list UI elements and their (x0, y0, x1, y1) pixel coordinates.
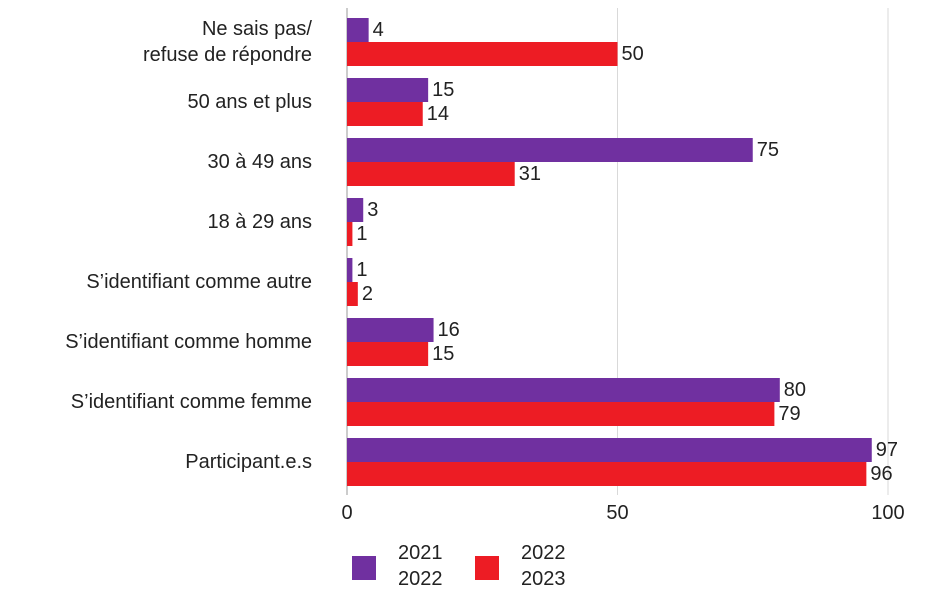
value-label: 1 (356, 223, 368, 245)
bar (347, 222, 353, 246)
x-tick-label: 100 (871, 502, 905, 524)
bar (347, 162, 515, 186)
category-label: S’identifiant comme autre (86, 271, 312, 293)
value-label: 96 (870, 463, 893, 485)
x-tick-label: 50 (606, 502, 629, 524)
category-label: 50 ans et plus (187, 91, 312, 113)
bar (347, 342, 429, 366)
value-label: 97 (875, 439, 899, 461)
bar (347, 102, 423, 126)
bar (347, 258, 353, 282)
category-label: S’identifiant comme femme (70, 391, 312, 413)
value-label: 31 (518, 163, 541, 185)
bar (347, 42, 618, 66)
value-label: 1 (356, 259, 368, 281)
bar (347, 402, 775, 426)
category-label: S’identifiant comme homme (65, 331, 312, 353)
value-label: 79 (778, 403, 801, 425)
value-label: 15 (432, 343, 455, 365)
value-label: 14 (426, 103, 449, 125)
legend-label: 2021 2022 (398, 542, 443, 590)
value-label: 16 (437, 319, 460, 341)
category-label: Ne sais pas/ refuse de répondre (142, 18, 312, 66)
x-tick-label: 0 (341, 502, 353, 524)
bar (347, 438, 872, 462)
value-label: 15 (432, 79, 455, 101)
legend-swatch (475, 556, 499, 580)
bar (347, 282, 358, 306)
bar (347, 198, 364, 222)
category-label: Participant.e.s (185, 451, 312, 473)
category-label: 18 à 29 ans (207, 211, 312, 233)
bar (347, 18, 369, 42)
bar (347, 378, 780, 402)
value-label: 2 (361, 283, 373, 305)
bar (347, 138, 753, 162)
category-label: 30 à 49 ans (207, 151, 312, 173)
value-label: 3 (367, 199, 379, 221)
bar (347, 78, 429, 102)
value-label: 75 (756, 139, 779, 161)
legend-swatch (352, 556, 376, 580)
bar (347, 462, 867, 486)
value-label: 80 (783, 379, 807, 401)
legend-label: 2022 2023 (521, 542, 566, 590)
bar (347, 318, 434, 342)
value-label: 50 (621, 43, 644, 65)
value-label: 4 (372, 19, 384, 41)
